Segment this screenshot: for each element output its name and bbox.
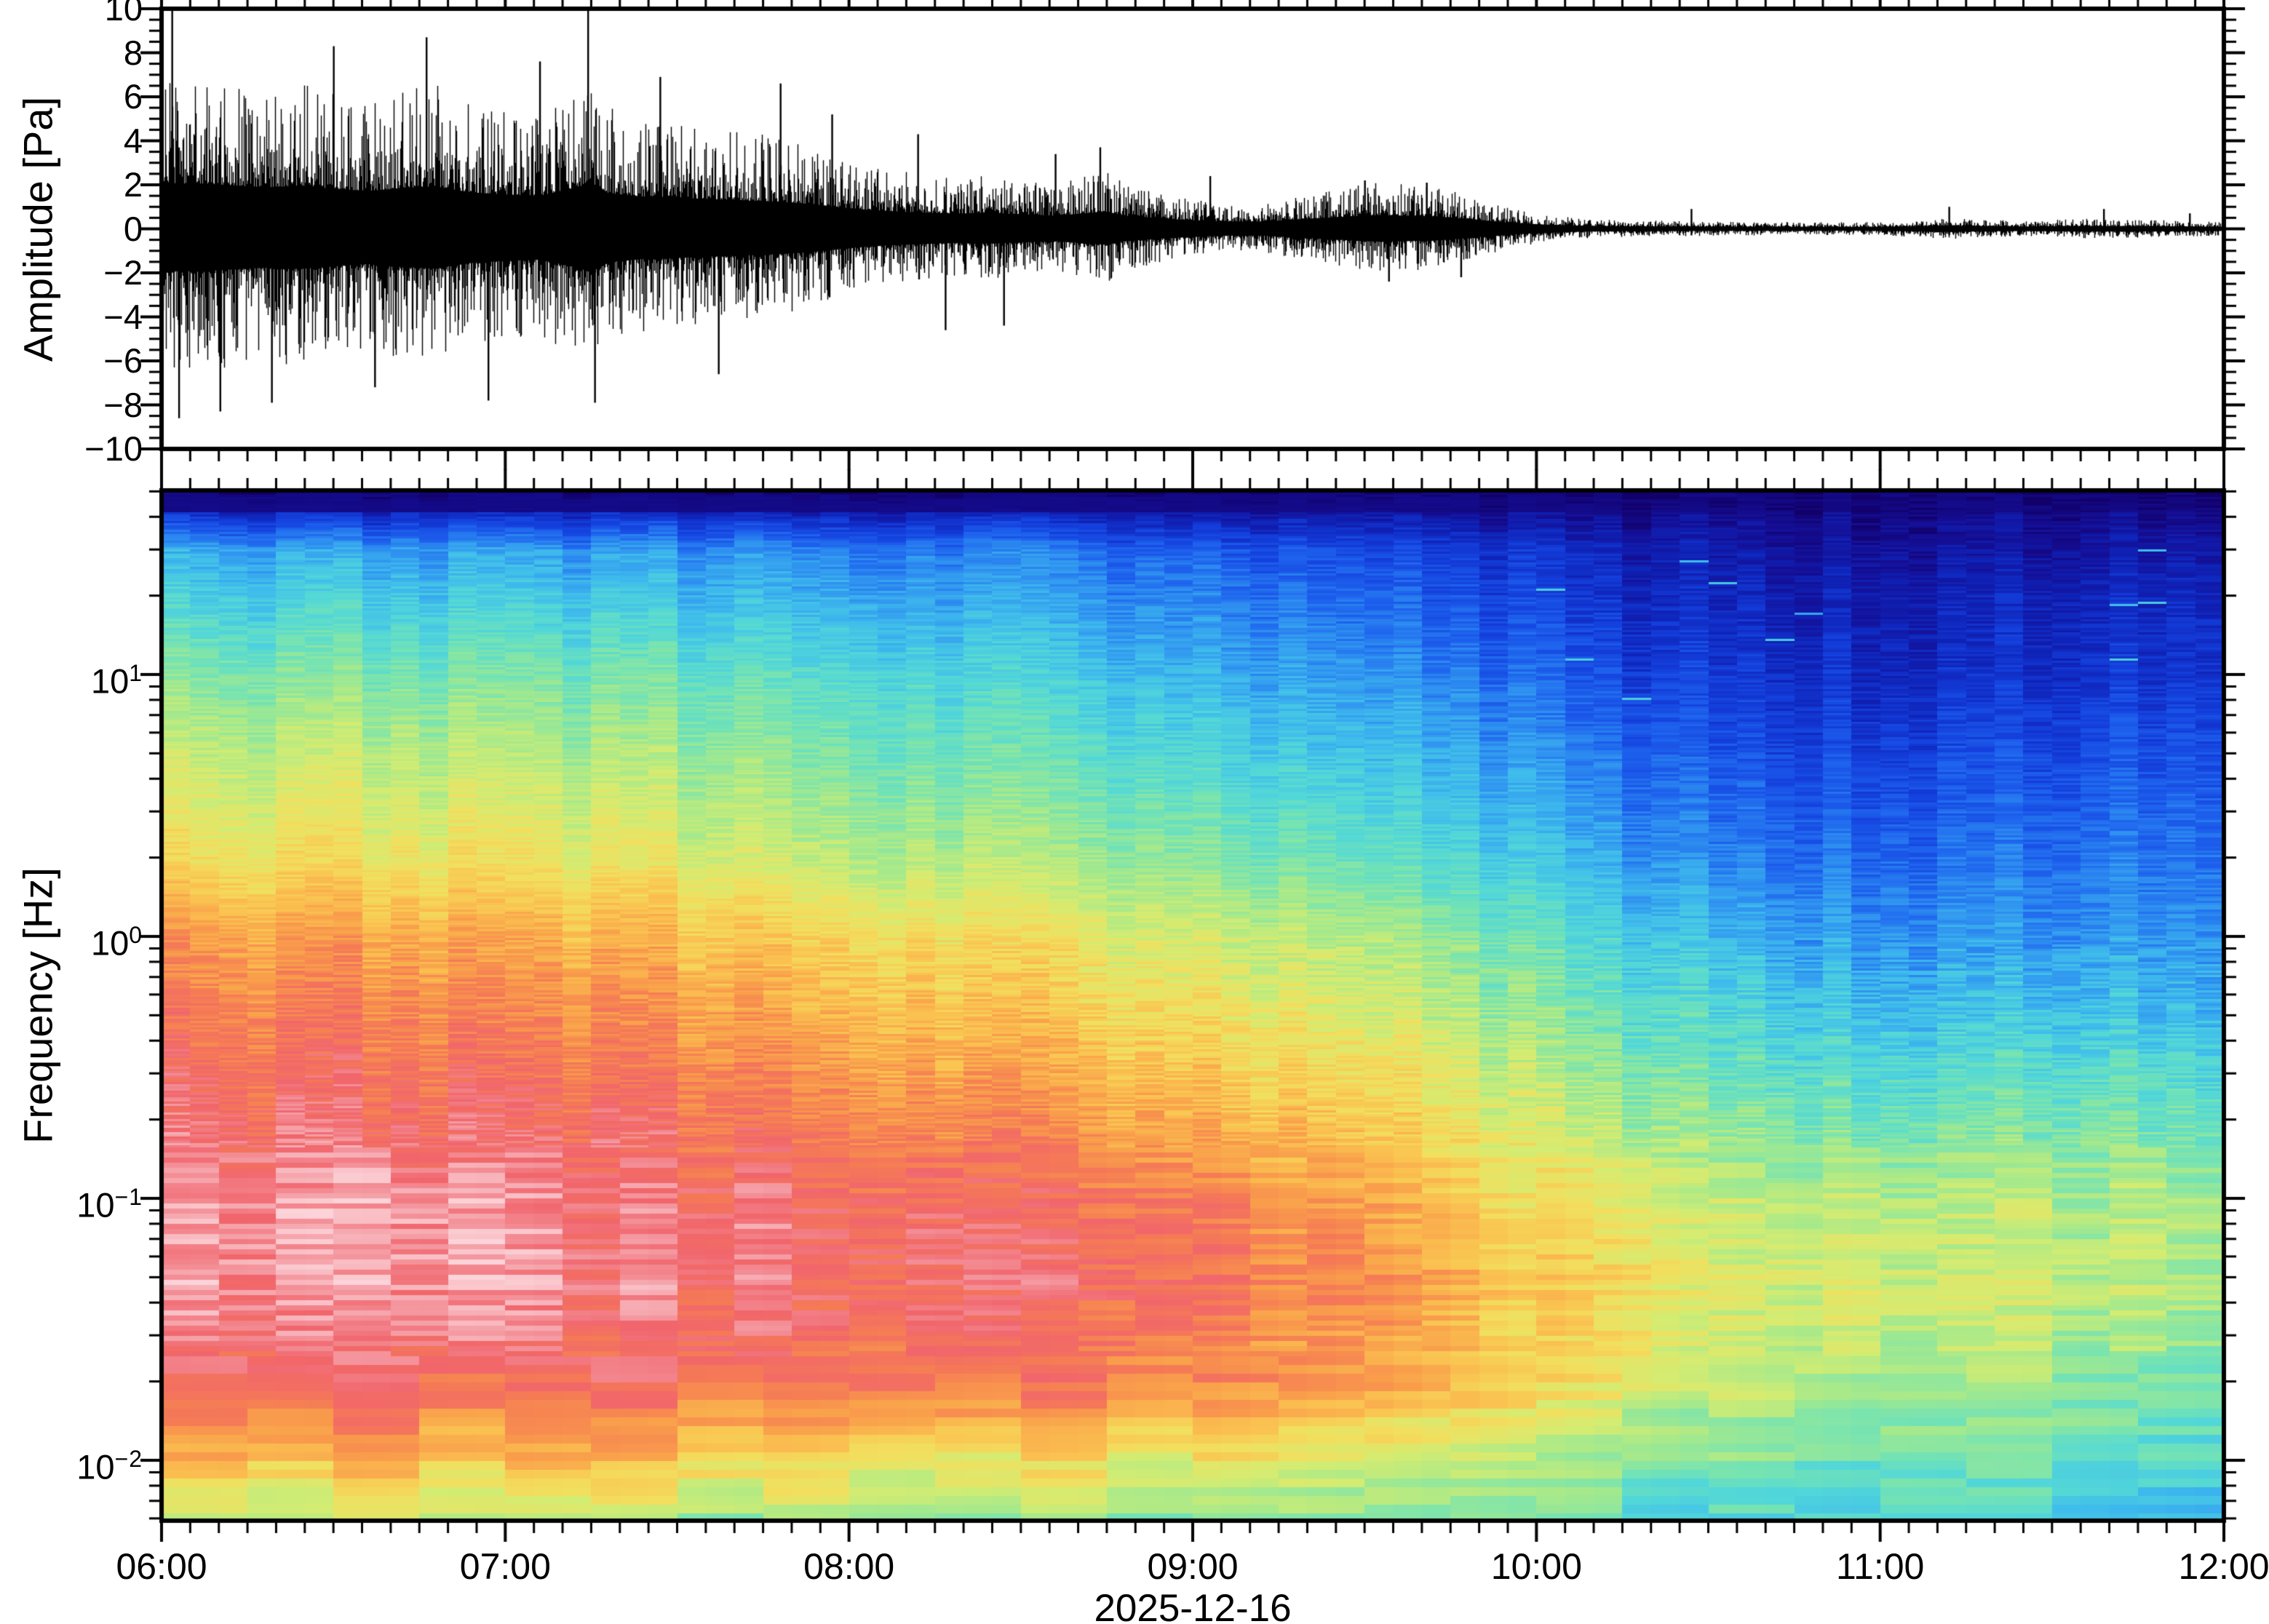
waveform-spectrogram-canvas bbox=[0, 0, 2269, 1624]
seismo-acoustic-figure: Amplitude [Pa] Frequency [Hz] 2025-12-16… bbox=[0, 0, 2269, 1624]
